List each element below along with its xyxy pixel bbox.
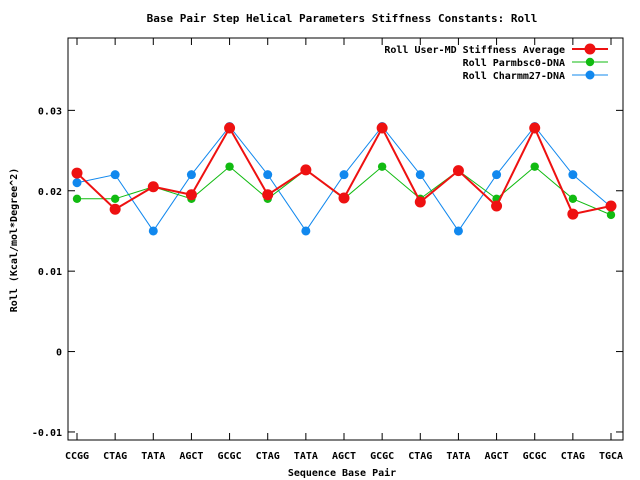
data-point-series-1: [72, 194, 82, 203]
data-point-series-1: [530, 162, 539, 171]
data-point-series-1: [110, 194, 120, 203]
data-point-series-1: [377, 162, 387, 171]
legend: Roll User-MD Stiffness Average Roll Parmb…: [384, 43, 608, 82]
data-point-series-0: [452, 165, 464, 177]
y-axis-title: Roll (Kcal/mol*Degree^2): [9, 168, 20, 313]
x-tick-label: TATA: [446, 451, 470, 462]
data-point-series-0: [529, 122, 541, 134]
data-point-series-0: [414, 196, 426, 208]
x-tick-label: CTAG: [561, 451, 585, 462]
legend-marker: [585, 70, 595, 80]
legend-marker: [584, 43, 596, 55]
x-tick-label: TGCA: [599, 451, 623, 462]
data-point-series-0: [376, 122, 388, 134]
data-point-series-2: [415, 170, 425, 180]
series-layer: [71, 121, 617, 236]
y-axis: -0.01 0 0.01 0.02 0.03: [32, 106, 623, 439]
data-point-series-0: [338, 192, 350, 204]
data-point-series-0: [147, 181, 159, 193]
x-axis-title: Sequence Base Pair: [288, 467, 396, 479]
data-point-series-2: [453, 226, 463, 236]
x-axis: CCGG CTAG TATA AGCT GCGC CTAG TATA AGCT GCGC CTAG…: [65, 38, 623, 462]
x-tick-label: AGCT: [179, 451, 203, 462]
data-point-series-0: [109, 203, 121, 215]
data-point-series-2: [263, 170, 273, 180]
x-tick-label: CTAG: [103, 451, 127, 462]
chart-title: Base Pair Step Helical Parameters Stiffn…: [147, 12, 538, 25]
data-point-series-0: [262, 189, 274, 201]
x-tick-label: AGCT: [332, 451, 356, 462]
data-point-series-0: [185, 189, 197, 201]
x-tick-label: GCGC: [523, 451, 547, 462]
data-point-series-1: [225, 162, 234, 171]
data-point-series-2: [492, 170, 502, 180]
x-tick-label: CTAG: [408, 451, 432, 462]
data-point-series-0: [224, 122, 236, 134]
legend-label: Roll User-MD Stiffness Average: [384, 44, 565, 56]
y-tick-label: -0.01: [32, 428, 62, 439]
data-point-series-0: [605, 200, 617, 212]
data-point-series-2: [339, 170, 349, 180]
x-tick-label: TATA: [294, 451, 318, 462]
x-tick-label: AGCT: [485, 451, 509, 462]
legend-label: Roll Charmm27-DNA: [463, 71, 565, 82]
data-point-series-2: [148, 226, 158, 236]
x-tick-label: TATA: [141, 451, 165, 462]
data-point-series-2: [568, 170, 578, 180]
y-tick-label: 0: [56, 348, 62, 359]
legend-label: Roll Parmbsc0-DNA: [463, 58, 565, 69]
y-tick-label: 0.02: [38, 187, 62, 198]
plot-frame: [67, 37, 624, 441]
data-point-series-0: [567, 208, 579, 220]
data-point-series-0: [300, 164, 312, 176]
x-tick-label: CCGG: [65, 451, 89, 462]
y-tick-label: 0.01: [38, 267, 62, 278]
data-point-series-0: [491, 200, 503, 212]
data-point-series-1: [568, 194, 578, 203]
data-point-series-0: [71, 167, 83, 179]
data-point-series-1: [606, 210, 616, 220]
x-tick-label: CTAG: [256, 451, 280, 462]
x-tick-label: GCGC: [218, 451, 242, 462]
x-tick-label: GCGC: [370, 451, 394, 462]
legend-marker: [585, 57, 595, 67]
data-point-series-2: [301, 226, 311, 236]
data-point-series-2: [186, 170, 196, 180]
data-point-series-2: [110, 170, 120, 180]
data-point-series-2: [72, 178, 82, 188]
y-tick-label: 0.03: [38, 106, 62, 117]
